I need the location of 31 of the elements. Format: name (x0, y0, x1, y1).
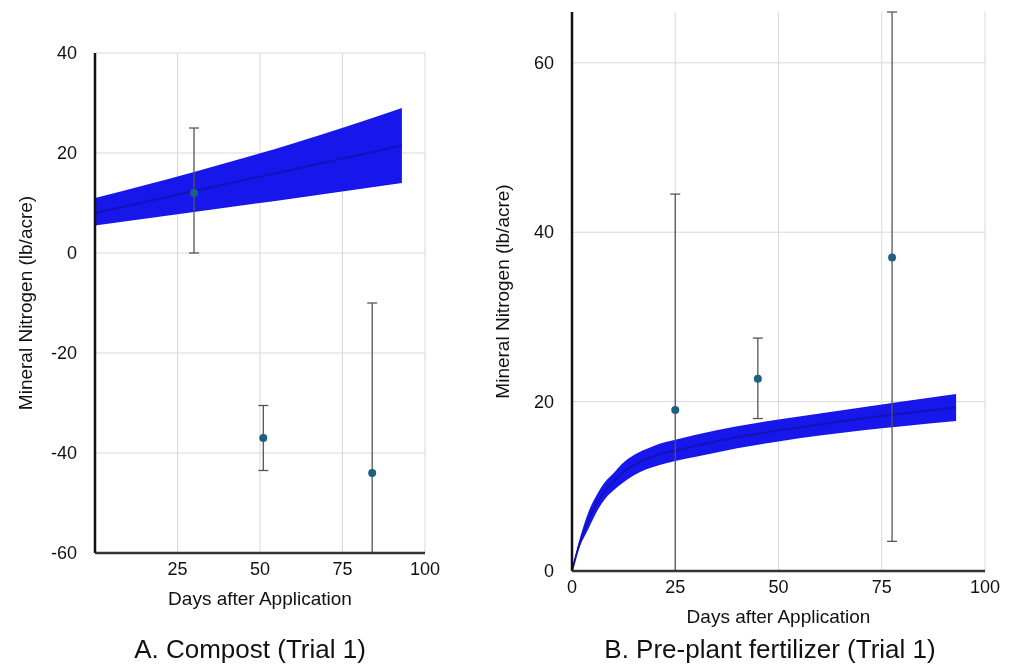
y-tick-label: 40 (56, 43, 77, 63)
x-tick-label: 100 (409, 559, 441, 579)
x-axis-title: Days after Application (168, 588, 352, 609)
y-tick-label: -20 (50, 343, 77, 363)
x-tick-label: 50 (768, 577, 789, 597)
y-tick-label: 20 (533, 391, 554, 412)
point (888, 253, 897, 262)
point (671, 406, 680, 415)
y-tick-label: -60 (50, 543, 77, 563)
point (368, 469, 377, 477)
x-tick-label: 0 (566, 577, 578, 597)
point (753, 374, 762, 383)
y-axis-title: Mineral Nitrogen (lb/acre) (15, 195, 36, 411)
x-tick-label: 25 (167, 559, 188, 579)
text: A. Compost (Trial 1) (134, 634, 366, 664)
x-tick-label: 75 (332, 559, 353, 579)
line-series (94, 144, 403, 214)
y-tick-label: 20 (56, 143, 77, 163)
y-tick-label: 40 (533, 222, 554, 243)
y-tick-label: 0 (66, 243, 77, 263)
point (259, 434, 268, 442)
text: B. Pre-plant fertilizer (Trial 1) (604, 634, 936, 664)
x-tick-label: 25 (665, 577, 686, 597)
x-tick-label: 100 (969, 577, 1001, 597)
y-tick-label: -40 (50, 443, 77, 463)
y-tick-label: 60 (533, 52, 554, 73)
x-tick-label: 75 (871, 577, 892, 597)
x-tick-label: 50 (249, 559, 271, 579)
point (190, 189, 198, 197)
x-axis-title: Days after Application (686, 606, 871, 627)
y-axis-title: Mineral Nitrogen (lb/acre) (492, 184, 513, 399)
